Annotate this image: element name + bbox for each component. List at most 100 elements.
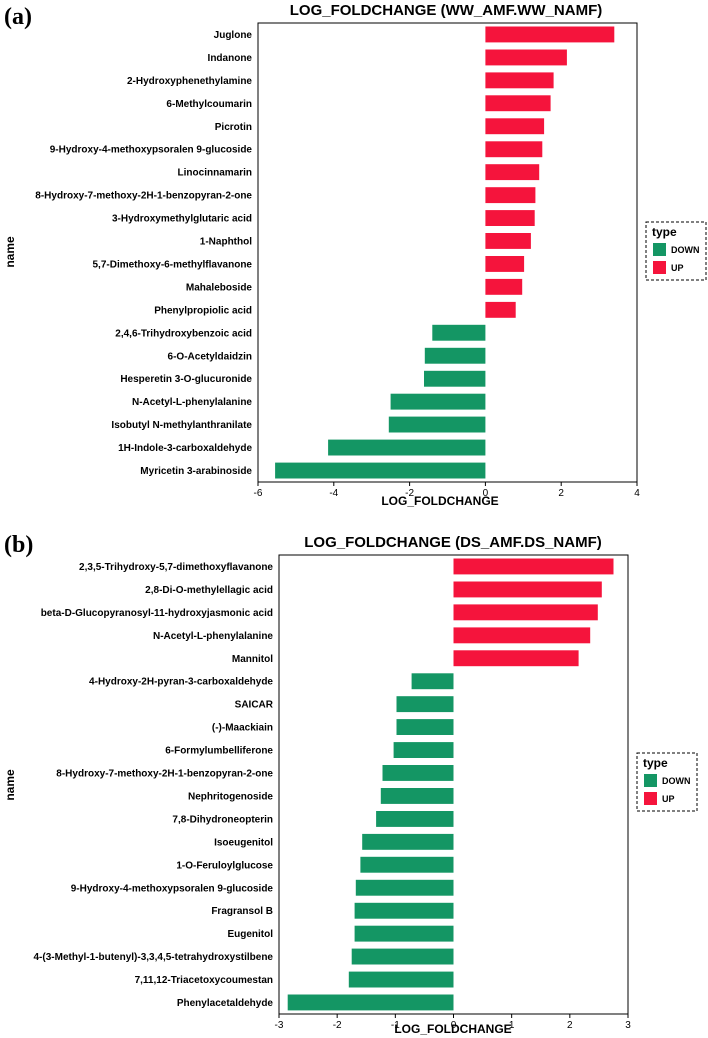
category-label-a-12: Phenylpropiolic acid [154,305,252,316]
bar-a-8 [485,210,535,226]
panel-b-legend: type DOWN UP [636,752,698,812]
bar-b-4 [453,650,579,667]
category-label-a-16: N-Acetyl-L-phenylalanine [132,397,252,408]
category-label-b-9: 8-Hydroxy-7-methoxy-2H-1-benzopyran-2-on… [56,769,273,780]
bar-b-13 [360,856,454,873]
bar-a-10 [485,256,525,272]
category-label-b-12: Isoeugenitol [214,837,273,848]
x-tick-label-b-0: -3 [275,1020,284,1031]
bar-b-11 [376,811,454,827]
category-label-a-18: 1H-Indole-3-carboxaldehyde [118,443,252,454]
panel-a-legend-frame [645,221,707,281]
bar-b-18 [348,971,454,988]
bar-a-18 [328,439,486,456]
bar-b-19 [287,994,454,1011]
panel-a: (a) LOG_FOLDCHANGE (WW_AMF.WW_NAMF) Jugl… [3,2,707,508]
category-label-a-10: 5,7-Dimethoxy-6-methylflavanone [93,260,253,271]
panel-a-x-axis: -6 -4 -2 0 2 4 [254,482,640,499]
panel-a-legend: type DOWN UP [645,221,707,281]
panel-a-plot-frame [257,22,638,483]
bar-b-15 [354,902,454,919]
category-label-b-0: 2,3,5-Trihydroxy-5,7-dimethoxyflavanone [79,562,273,573]
bar-b-8 [393,742,454,758]
bar-a-11 [485,278,523,295]
panel-b-legend-label-up: UP [662,794,675,804]
category-label-a-7: 8-Hydroxy-7-methoxy-2H-1-benzopyran-2-on… [35,191,252,202]
category-label-b-18: 7,11,12-Triacetoxycoumestan [135,975,273,986]
category-label-b-10: Nephritogenoside [188,792,273,803]
bar-a-2 [485,72,554,89]
bar-a-3 [485,95,551,112]
category-label-a-9: 1-Naphthol [200,237,252,248]
x-tick-label-b-5: 2 [567,1020,573,1031]
category-label-b-15: Fragransol B [211,906,273,917]
bar-a-5 [485,141,543,158]
category-label-a-3: 6-Methylcoumarin [166,99,252,110]
category-label-b-19: Phenylacetaldehyde [177,998,274,1009]
bar-b-2 [453,604,598,621]
bar-b-14 [355,879,454,896]
category-label-a-8: 3-Hydroxymethylglutaric acid [112,214,252,225]
panel-a-x-axis-label: LOG_FOLDCHANGE [381,494,498,508]
x-tick-label-a-1: -4 [329,488,338,499]
category-label-b-3: N-Acetyl-L-phenylalanine [153,631,273,642]
bar-b-16 [354,925,454,942]
category-label-b-6: SAICAR [235,700,274,711]
category-label-a-15: Hesperetin 3-O-glucuronide [120,374,252,385]
bar-b-10 [380,788,454,804]
bar-a-13 [432,324,486,341]
bar-a-7 [485,187,536,204]
bar-a-12 [485,301,516,318]
panel-b-legend-label-down: DOWN [662,776,691,786]
bar-a-19 [275,462,486,479]
category-label-b-14: 9-Hydroxy-4-methoxypsoralen 9-glucoside [71,883,274,894]
bar-a-15 [424,370,486,387]
category-label-a-13: 2,4,6-Trihydroxybenzoic acid [115,328,252,339]
category-label-a-5: 9-Hydroxy-4-methoxypsoralen 9-glucoside [50,145,253,156]
panel-b-bars [287,558,614,1011]
panel-a-legend-swatch-down [653,243,666,256]
bar-b-3 [453,627,591,644]
category-label-b-8: 6-Formylumbelliferone [165,746,273,757]
bar-a-16 [390,393,486,410]
category-label-a-0: Juglone [214,30,253,41]
x-tick-label-a-5: 4 [634,488,640,499]
panel-b-legend-swatch-down [644,774,657,787]
x-tick-label-a-4: 2 [558,488,564,499]
category-label-b-16: Eugenitol [227,929,273,940]
x-tick-label-b-6: 3 [625,1020,631,1031]
category-label-b-17: 4-(3-Methyl-1-butenyl)-3,3,4,5-tetrahydr… [34,952,274,963]
panel-a-legend-label-down: DOWN [671,245,700,255]
bar-a-9 [485,233,531,249]
panel-a-legend-title: type [652,225,677,239]
category-label-a-6: Linocinnamarin [178,168,252,179]
x-tick-label-b-4: 1 [509,1020,515,1031]
panel-b-category-labels: 2,3,5-Trihydroxy-5,7-dimethoxyflavanone 2… [34,562,274,1009]
category-label-a-1: Indanone [208,53,253,64]
category-label-a-4: Picrotin [215,122,252,133]
panel-b-title: LOG_FOLDCHANGE (DS_AMF.DS_NAMF) [304,534,602,551]
bar-a-17 [388,416,486,433]
panel-b-legend-title: type [643,756,668,770]
bar-a-14 [424,347,486,364]
panel-a-bars [275,26,615,479]
category-label-b-4: Mannitol [232,654,273,665]
bar-b-5 [411,673,454,690]
category-label-b-5: 4-Hydroxy-2H-pyran-3-carboxaldehyde [89,677,273,688]
category-label-a-14: 6-O-Acetyldaidzin [168,351,252,362]
x-tick-label-b-2: -1 [391,1020,400,1031]
bar-b-7 [396,719,454,735]
bar-a-0 [485,26,615,43]
bar-b-0 [453,558,614,575]
panel-b-plot-frame [278,554,629,1015]
category-label-b-1: 2,8-Di-O-methylellagic acid [145,585,273,596]
bar-a-6 [485,164,540,181]
category-label-b-2: beta-D-Glucopyranosyl-11-hydroxyjasmonic… [41,608,273,619]
panel-b-label: (b) [4,532,33,558]
x-tick-label-b-3: 0 [451,1020,457,1031]
category-label-b-7: (-)-Maackiain [212,723,273,734]
panel-a-title: LOG_FOLDCHANGE (WW_AMF.WW_NAMF) [290,2,602,19]
panel-a-legend-label-up: UP [671,263,684,273]
category-label-a-17: Isobutyl N-methylanthranilate [111,420,252,431]
panel-a-legend-swatch-up [653,261,666,274]
